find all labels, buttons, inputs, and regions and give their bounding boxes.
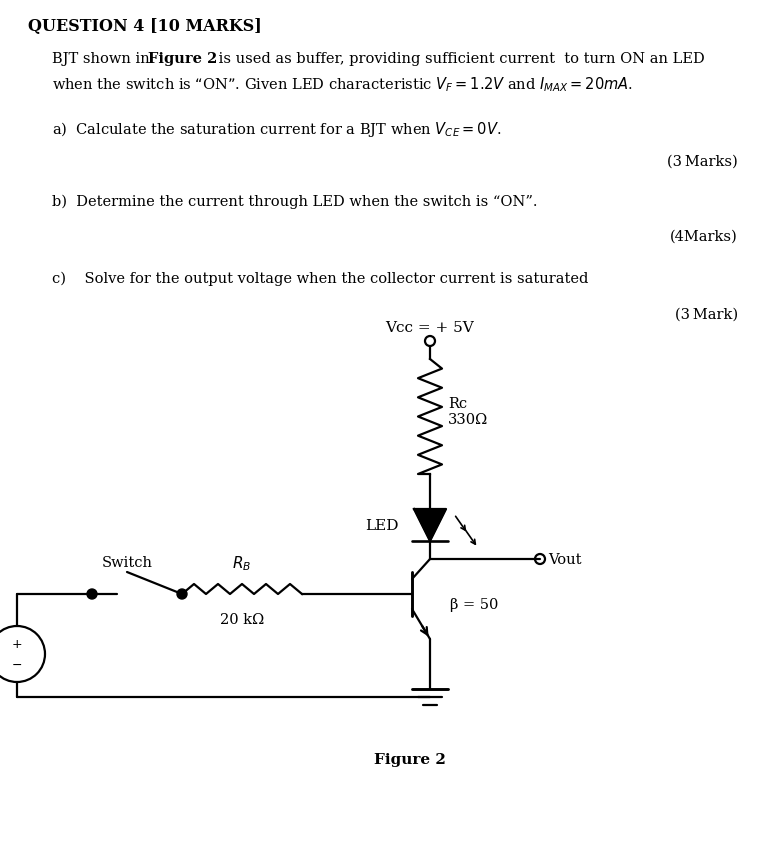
Text: Figure 2: Figure 2 [148,52,218,66]
Text: is used as buffer, providing sufficient current  to turn ON an LED: is used as buffer, providing sufficient … [214,52,704,66]
Text: −: − [11,658,22,670]
Text: Vcc = + 5V: Vcc = + 5V [386,321,474,334]
Text: β = 50: β = 50 [450,597,498,612]
Text: BJT shown in: BJT shown in [52,52,154,66]
Circle shape [87,589,97,600]
Text: Vout: Vout [548,553,581,566]
Text: c)    Solve for the output voltage when the collector current is saturated: c) Solve for the output voltage when the… [52,272,588,286]
Text: Switch: Switch [102,555,153,569]
Text: (3 Mark): (3 Mark) [675,308,738,322]
Text: Rc
330Ω: Rc 330Ω [448,397,488,426]
Text: LED: LED [365,519,399,532]
Text: Figure 2: Figure 2 [374,752,446,766]
Text: (3 Marks): (3 Marks) [667,154,738,169]
Text: QUESTION 4 [10 MARKS]: QUESTION 4 [10 MARKS] [28,18,262,35]
Text: b)  Determine the current through LED when the switch is “ON”.: b) Determine the current through LED whe… [52,194,538,209]
Circle shape [177,589,187,600]
Text: $R_B$: $R_B$ [232,554,251,572]
Text: +: + [11,638,22,651]
Polygon shape [414,509,446,542]
Text: when the switch is “ON”. Given LED characteristic $V_F = 1.2V$ and $I_{MAX} = 20: when the switch is “ON”. Given LED chara… [52,75,633,94]
Text: 20 kΩ: 20 kΩ [220,612,264,626]
Text: (4Marks): (4Marks) [670,229,738,244]
Text: a)  Calculate the saturation current for a BJT when $V_{CE} = 0V$.: a) Calculate the saturation current for … [52,120,501,139]
